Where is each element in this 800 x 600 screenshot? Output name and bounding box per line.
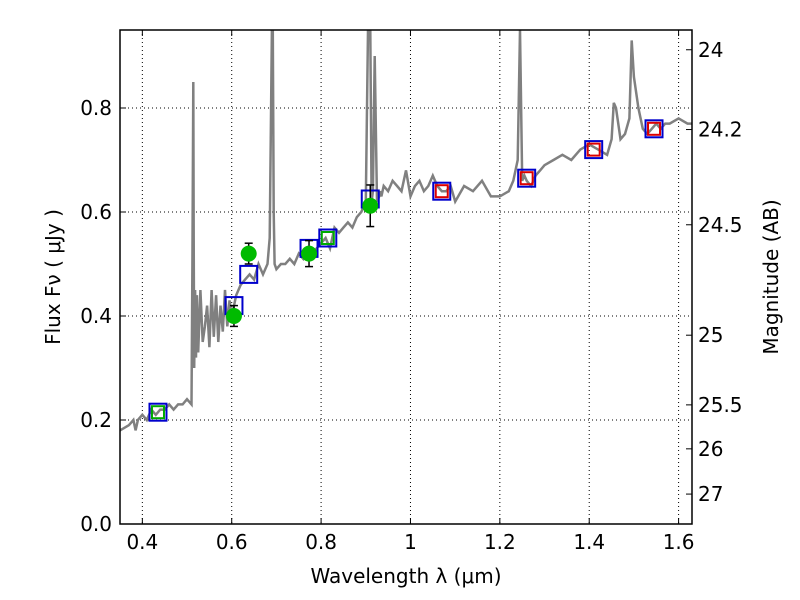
- grid-lines: [120, 30, 692, 525]
- model-photometry-point: [239, 264, 259, 284]
- model-photometry-point: [150, 405, 165, 420]
- x-tick-label: 1: [404, 530, 417, 554]
- model-photometry-point: [519, 171, 534, 186]
- magnitude-tick-label: 25.5: [698, 393, 743, 417]
- magnitude-tick-label: 24: [698, 38, 723, 62]
- y-tick-label: 0.4: [80, 304, 112, 328]
- model-photometry-point: [434, 184, 449, 199]
- plot-frame: [119, 29, 693, 525]
- y-axis-label: Flux Fν ( μJy ): [41, 209, 65, 345]
- x-tick-label: 1.2: [484, 530, 516, 554]
- model-photometry-point: [584, 140, 604, 160]
- observed-photometry-point: [225, 308, 242, 324]
- model-photometry-point: [644, 119, 664, 139]
- x-tick-label: 1.6: [663, 530, 695, 554]
- model-photometry-point: [320, 231, 335, 245]
- x-axis-label: Wavelength λ (μm): [310, 564, 501, 588]
- y-tick-label: 0.6: [80, 200, 112, 224]
- y-tick-label: 0.8: [80, 96, 112, 120]
- spectrum-line: [120, 30, 692, 432]
- x-axis-ticks: 0.4 0.6 0.8 1 1.2 1.4 1.6: [126, 30, 695, 554]
- model-photometry-point: [318, 228, 338, 248]
- y-tick-label: 0.2: [80, 408, 112, 432]
- model-photometry-point: [432, 181, 452, 201]
- x-tick-label: 1.4: [573, 530, 605, 554]
- magnitude-tick-label: 24.2: [698, 118, 743, 142]
- y-axis-ticks: 0.0 0.2 0.4 0.6 0.8: [80, 96, 126, 536]
- model-photometry-point: [148, 402, 168, 422]
- observed-photometry-point: [240, 245, 257, 262]
- x-tick-label: 0.4: [126, 530, 158, 554]
- data-markers: [148, 119, 664, 422]
- x-tick-label: 0.6: [216, 530, 248, 554]
- observed-photometry-point: [301, 245, 318, 262]
- model-spectrum: [120, 30, 692, 432]
- magnitude-axis-label: Magnitude (AB): [759, 199, 783, 354]
- magnitude-tick-label: 24.5: [698, 213, 743, 237]
- observed-photometry-point: [362, 197, 379, 214]
- magnitude-tick-label: 25: [698, 323, 723, 347]
- model-photometry-point: [517, 168, 537, 188]
- y-tick-label: 0.0: [80, 512, 112, 536]
- magnitude-axis-ticks: 24 24.2 24.5 25 25.5 26 27: [686, 38, 743, 506]
- model-photometry-point: [647, 121, 662, 136]
- x-tick-label: 0.8: [305, 530, 337, 554]
- magnitude-tick-label: 27: [698, 482, 723, 506]
- model-photometry-point: [586, 142, 601, 157]
- magnitude-tick-label: 26: [698, 437, 723, 461]
